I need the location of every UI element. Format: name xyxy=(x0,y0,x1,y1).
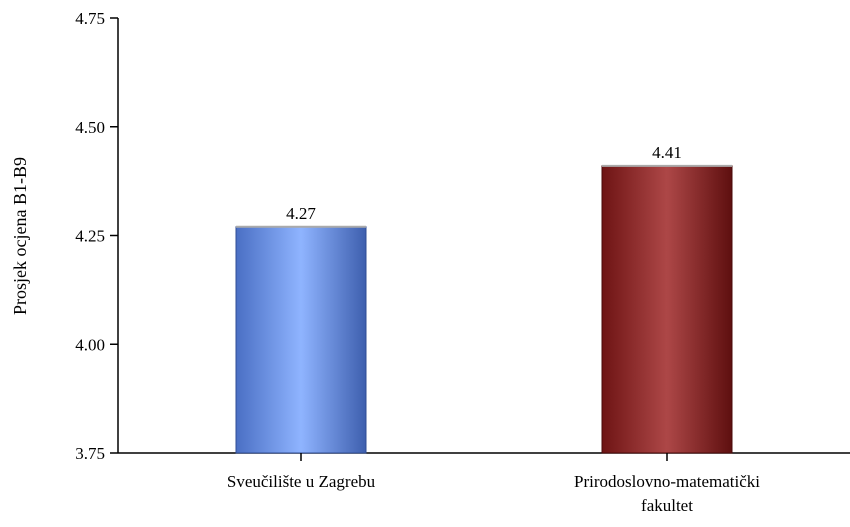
x-category-label: Sveučilište u Zagrebu xyxy=(227,472,376,491)
y-tick-label: 4.75 xyxy=(75,9,105,28)
y-tick-label: 4.00 xyxy=(75,335,105,354)
x-category-label: Prirodoslovno-matematički xyxy=(574,472,760,491)
y-axis-title: Prosjek ocjena B1-B9 xyxy=(10,157,30,315)
y-tick-label: 3.75 xyxy=(75,444,105,463)
bar xyxy=(235,226,367,454)
bar xyxy=(601,165,733,454)
y-tick-label: 4.25 xyxy=(75,227,105,246)
data-label: 4.27 xyxy=(286,204,316,223)
y-tick-label: 4.50 xyxy=(75,118,105,137)
data-label: 4.41 xyxy=(652,143,682,162)
x-category-label: fakultet xyxy=(641,496,693,515)
